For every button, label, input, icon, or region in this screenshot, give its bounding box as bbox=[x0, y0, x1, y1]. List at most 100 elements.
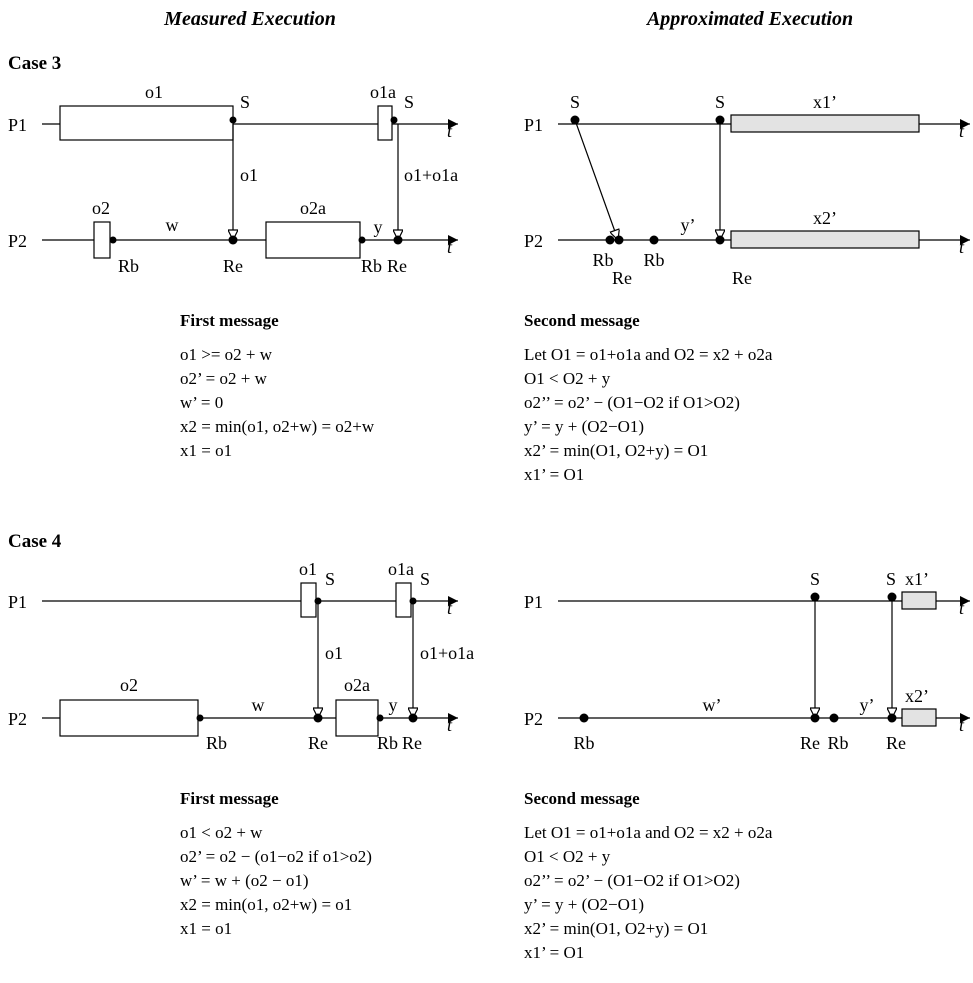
c3m-rb2-dot bbox=[358, 236, 366, 244]
c4m-send1-dot bbox=[314, 597, 322, 605]
c4m-rb1-dot bbox=[196, 714, 204, 722]
c3m-o1-top-label: o1 bbox=[145, 82, 163, 102]
c3-second-line: y’ = y + (O2−O1) bbox=[524, 417, 644, 436]
c4m-s2-label: S bbox=[420, 569, 430, 589]
c3-second-line: x1’ = O1 bbox=[524, 465, 584, 484]
c4a-p1-label: P1 bbox=[524, 592, 543, 612]
c4-first-title: First message bbox=[180, 789, 279, 808]
c4m-send2-dot bbox=[409, 597, 417, 605]
c3m-o2a-box bbox=[265, 221, 361, 259]
c3m-s2-label: S bbox=[404, 92, 414, 112]
c4m-t1: t bbox=[447, 598, 453, 618]
case4-first-message: First message o1 < o2 + w o2’ = o2 − (o1… bbox=[180, 789, 372, 938]
case4-title: Case 4 bbox=[8, 531, 62, 552]
c4m-w-label: w bbox=[252, 695, 265, 715]
c4a-w-label: w’ bbox=[703, 695, 722, 715]
c3a-re1-label: Re bbox=[612, 268, 632, 288]
c3m-re1-label: Re bbox=[223, 256, 243, 276]
c4m-re1-label: Re bbox=[308, 733, 328, 753]
c4a-send1-dot bbox=[810, 592, 820, 602]
c3a-msg1-arrow bbox=[574, 119, 618, 240]
c3m-o2a-top-label: o2a bbox=[300, 198, 326, 218]
c3m-send1-dot bbox=[229, 116, 237, 124]
c4m-o1-top-label: o1 bbox=[299, 559, 317, 579]
c3m-re1-dot bbox=[228, 235, 238, 245]
c4a-y-label: y’ bbox=[860, 695, 875, 715]
c4m-re2-label: Re bbox=[402, 733, 422, 753]
c3m-rb1-label: Rb bbox=[118, 256, 139, 276]
c3m-y-label: y bbox=[374, 217, 383, 237]
header-measured: Measured Execution bbox=[163, 8, 336, 30]
c3-first-line: x2 = min(o1, o2+w) = o2+w bbox=[180, 417, 375, 436]
c3a-p2-label: P2 bbox=[524, 231, 543, 251]
c3m-rb1-dot bbox=[109, 236, 117, 244]
c3m-t2: t bbox=[447, 237, 453, 257]
c4a-x1-box bbox=[901, 591, 937, 610]
c4m-o1o1a-mid-label: o1+o1a bbox=[420, 643, 474, 663]
c4a-p2-label: P2 bbox=[524, 709, 543, 729]
c3a-x2-box bbox=[730, 230, 920, 249]
c4a-re1-dot bbox=[810, 713, 820, 723]
c3m-w-label: w bbox=[166, 215, 179, 235]
c4m-o1a-top-label: o1a bbox=[388, 559, 414, 579]
c3m-p2-label: P2 bbox=[8, 231, 27, 251]
c3m-rb2-label: Rb bbox=[361, 256, 382, 276]
c4a-x2-box bbox=[901, 708, 937, 727]
c4a-rb2-dot bbox=[829, 713, 839, 723]
c4m-p2-label: P2 bbox=[8, 709, 27, 729]
c4m-re2-dot bbox=[408, 713, 418, 723]
c4a-rb2-label: Rb bbox=[827, 733, 848, 753]
c3-first-line: o1 >= o2 + w bbox=[180, 345, 273, 364]
c3m-re2-dot bbox=[393, 235, 403, 245]
c4a-s1-label: S bbox=[810, 569, 820, 589]
c4a-re2-dot bbox=[887, 713, 897, 723]
c3a-y-label: y’ bbox=[681, 215, 696, 235]
c3m-o1a-top-label: o1a bbox=[370, 82, 396, 102]
c4m-o1-mid-label: o1 bbox=[325, 643, 343, 663]
c3m-re2-label: Re bbox=[387, 256, 407, 276]
c3a-rb2-dot bbox=[649, 235, 659, 245]
c3-second-title: Second message bbox=[524, 311, 640, 330]
c4m-rb2-dot bbox=[376, 714, 384, 722]
c4-second-title: Second message bbox=[524, 789, 640, 808]
c3a-re2-label: Re bbox=[732, 268, 752, 288]
case4-second-message: Second message Let O1 = o1+o1a and O2 = … bbox=[524, 789, 773, 962]
c3m-p1-label: P1 bbox=[8, 115, 27, 135]
c4a-re1-label: Re bbox=[800, 733, 820, 753]
c3a-t2: t bbox=[959, 237, 965, 257]
c3a-p1-label: P1 bbox=[524, 115, 543, 135]
c3-first-line: w’ = 0 bbox=[180, 393, 223, 412]
c3m-send2-dot bbox=[390, 116, 398, 124]
c3a-send1-dot bbox=[570, 115, 580, 125]
c4-second-line: Let O1 = o1+o1a and O2 = x2 + o2a bbox=[524, 823, 773, 842]
c3a-x1-box bbox=[730, 114, 920, 133]
c4-first-line: w’ = w + (o2 − o1) bbox=[180, 871, 309, 890]
c3a-s2-label: S bbox=[715, 92, 725, 112]
c3-second-line: o2’’ = o2’ − (O1−O2 if O1>O2) bbox=[524, 393, 740, 412]
c4m-re1-dot bbox=[313, 713, 323, 723]
c3a-x2-label: x2’ bbox=[813, 208, 837, 228]
c3-first-line: x1 = o1 bbox=[180, 441, 232, 460]
c3-second-line: Let O1 = o1+o1a and O2 = x2 + o2a bbox=[524, 345, 773, 364]
c4a-s2-label: S bbox=[886, 569, 896, 589]
c3m-o1o1a-mid-label: o1+o1a bbox=[404, 165, 458, 185]
c3a-rb1-dot bbox=[605, 235, 615, 245]
header-approximated: Approximated Execution bbox=[645, 8, 853, 30]
c4-first-line: o1 < o2 + w bbox=[180, 823, 263, 842]
case3-title: Case 3 bbox=[8, 53, 61, 74]
c4-second-line: O1 < O2 + y bbox=[524, 847, 611, 866]
c4a-rb1-label: Rb bbox=[573, 733, 594, 753]
c4a-t2: t bbox=[959, 715, 965, 735]
c3-second-line: x2’ = min(O1, O2+y) = O1 bbox=[524, 441, 708, 460]
c4m-o1-box bbox=[300, 582, 317, 618]
c3a-t1: t bbox=[959, 121, 965, 141]
c4m-s1-label: S bbox=[325, 569, 335, 589]
c4a-rb1-dot bbox=[579, 713, 589, 723]
c4-first-line: x1 = o1 bbox=[180, 919, 232, 938]
c3a-re1-dot bbox=[614, 235, 624, 245]
c3m-o1a-box bbox=[377, 105, 393, 141]
c4m-o2a-top-label: o2a bbox=[344, 675, 370, 695]
case3-second-message: Second message Let O1 = o1+o1a and O2 = … bbox=[524, 311, 773, 484]
c3-second-line: O1 < O2 + y bbox=[524, 369, 611, 388]
